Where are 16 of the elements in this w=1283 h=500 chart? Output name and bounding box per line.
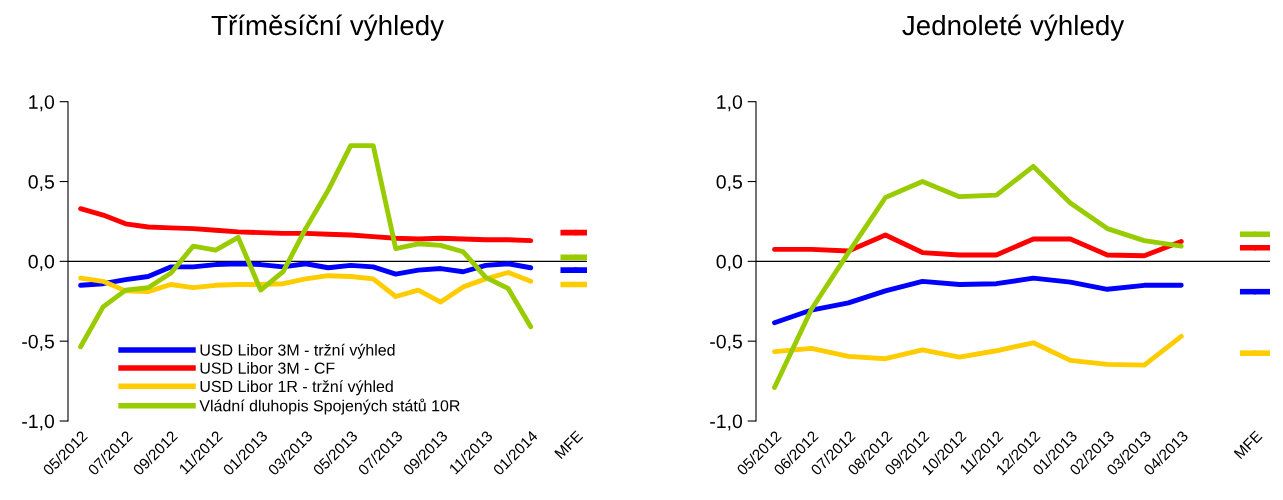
y-tick-label: 0,0: [716, 254, 743, 271]
y-tick-label: 1,0: [29, 95, 55, 112]
legend-label: Vládní dluhopis Spojených států 10R: [199, 398, 460, 415]
y-tick-label: -0,5: [22, 334, 54, 351]
chart-title: Jednoleté výhledy: [902, 14, 1125, 41]
y-tick-label: -1,0: [22, 414, 55, 431]
y-tick-label: -0,5: [710, 334, 742, 351]
legend-label: USD Libor 3M - CF: [200, 362, 335, 374]
legend-label: USD Libor 3M - tržní výhled: [200, 343, 395, 359]
y-tick-label: 0,5: [28, 174, 54, 192]
y-tick-label: 1,0: [717, 95, 743, 112]
chart-title: Tříměsíční výhledy: [211, 14, 444, 41]
y-tick-label: -1,0: [710, 414, 743, 431]
legend-label: USD Libor 1R - tržní výhled: [200, 380, 393, 396]
y-tick-label: 0,5: [716, 174, 742, 192]
y-tick-label: 0,0: [28, 254, 55, 271]
